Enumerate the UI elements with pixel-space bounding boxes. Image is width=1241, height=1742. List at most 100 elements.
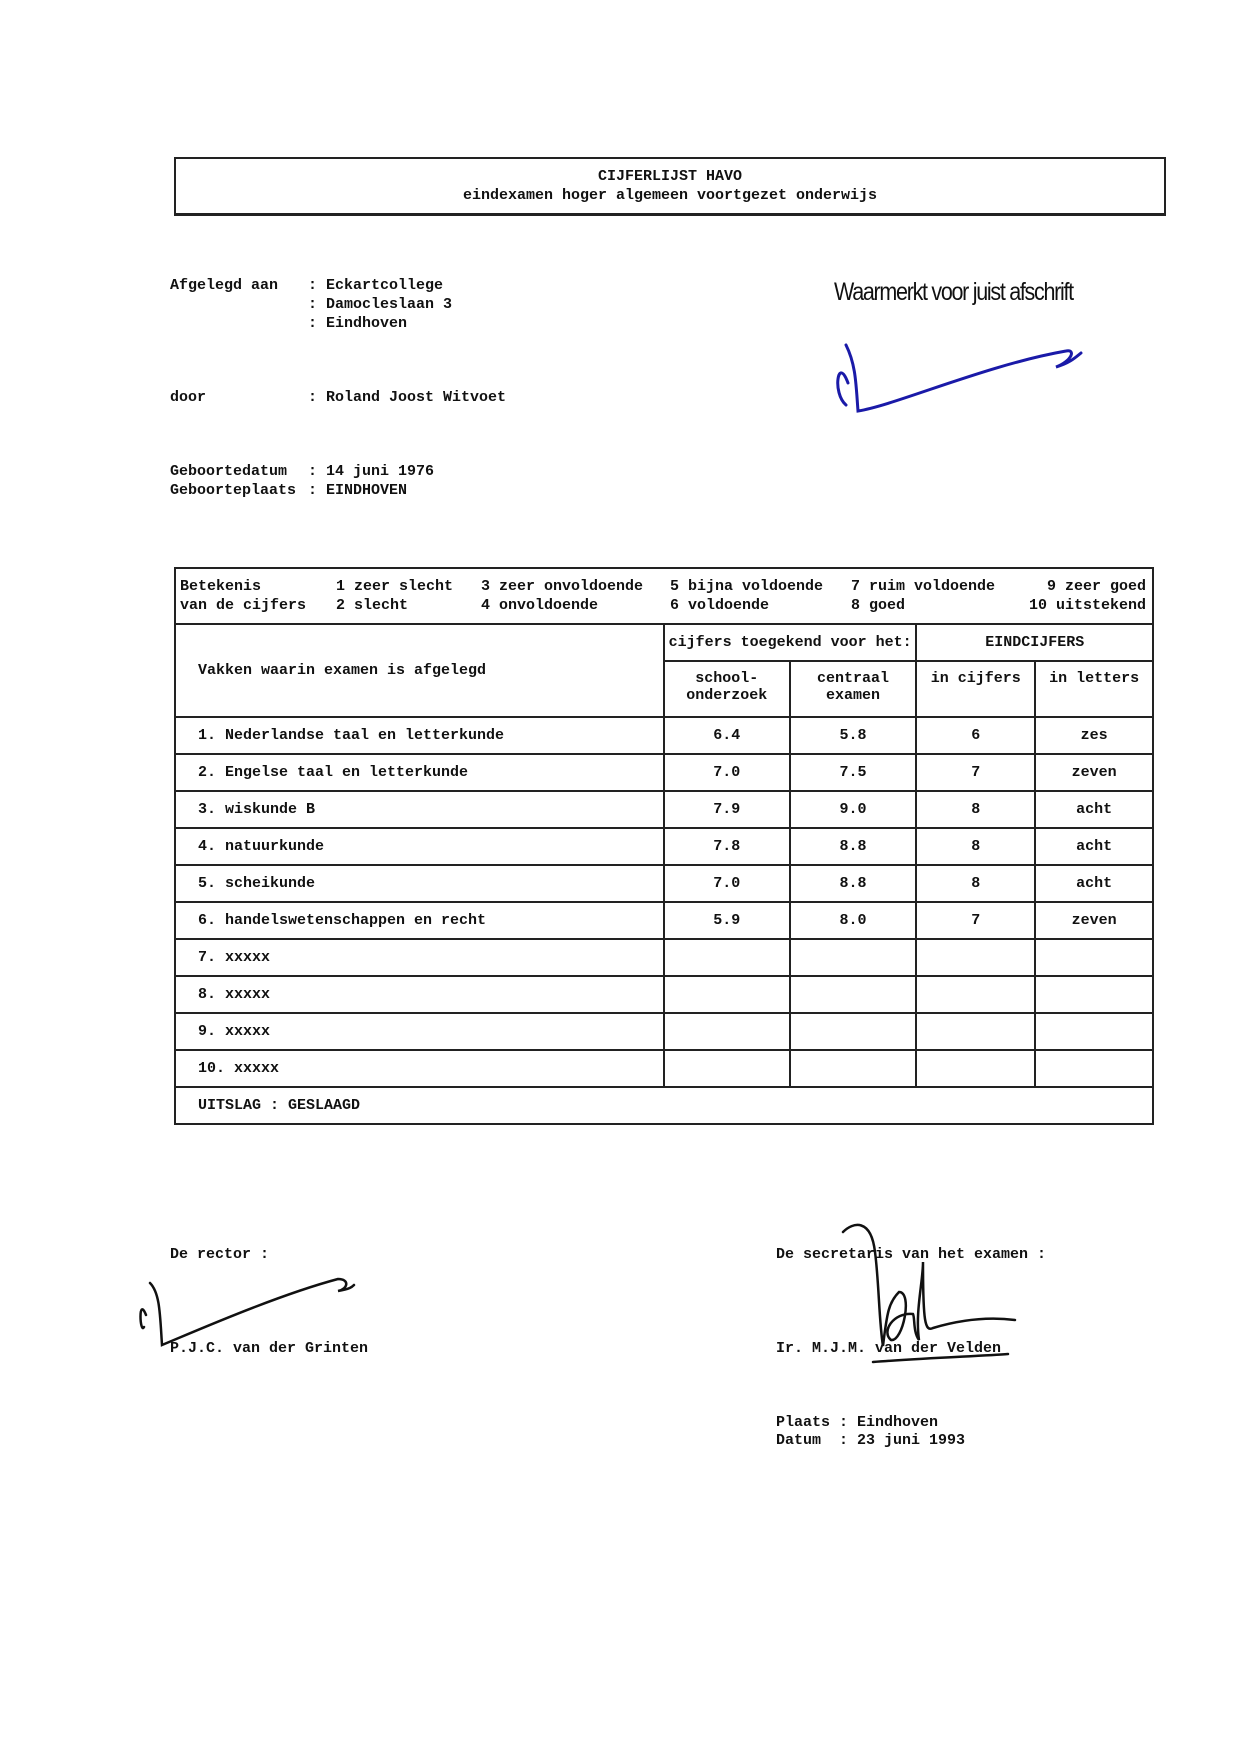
final-grade-cell: 8 [915,864,1037,903]
final-grade-cell: 7 [915,901,1037,940]
result: UITSLAG : GESLAAGD [174,1086,1154,1125]
school-label: Afgelegd aan [170,277,279,294]
document-title: CIJFERLIJST HAVO [597,168,743,185]
central-grade-cell: 9.0 [788,790,918,829]
final-grade-cell: 8 [915,827,1037,866]
subject-cell: 6. handelswetenschappen en recht [174,901,665,940]
birthplace-label: Geboorteplaats [170,482,297,499]
school-grade-cell [662,1049,791,1088]
school-grade-cell: 6.4 [662,716,791,755]
final-grade-cell: 6 [915,716,1037,755]
school-grade-cell: 7.9 [662,790,791,829]
table-row: 6. handelswetenschappen en recht 5.9 8.0 7 z… [174,901,1154,940]
subject-cell: 8. xxxxx [174,975,665,1014]
final-grade-cell [915,938,1037,977]
school-grade-cell: 7.0 [662,864,791,903]
central-grade-cell: 8.8 [788,827,918,866]
final-grade-cell [915,975,1037,1014]
final-letters-cell: acht [1034,790,1154,829]
final-grade-cell: 8 [915,790,1037,829]
school-grade-cell: 7.8 [662,827,791,866]
table-row: 3. wiskunde B 7.9 9.0 8 acht [174,790,1154,829]
final-letters-cell [1034,1012,1154,1051]
student-label: door [170,389,207,406]
document-subtitle: eindexamen hoger algemeen voortgezet ond… [462,187,878,204]
final-letters-cell: zes [1034,716,1154,755]
certification-stamp: Waarmerkt voor juist afschrift [834,278,1074,306]
subject-cell: 4. natuurkunde [174,827,665,866]
school-grade-cell [662,938,791,977]
final-letters-cell: zeven [1034,901,1154,940]
birthdate-value: : 14 juni 1976 [308,463,435,480]
central-grade-cell [788,1049,918,1088]
subject-cell: 1. Nederlandse taal en letterkunde [174,716,665,755]
place: Plaats : Eindhoven [776,1414,939,1431]
central-grade-cell: 5.8 [788,716,918,755]
title-box: CIJFERLIJST HAVO eindexamen hoger algeme… [174,157,1166,216]
legend-item: 2 slecht [336,597,409,614]
subjects-header: Vakken waarin examen is afgelegd [174,623,665,718]
school-grade-cell: 7.0 [662,753,791,792]
legend-title: van de cijfers [180,597,307,614]
legend-item: 9 zeer goed [1046,578,1146,595]
legend-item: 1 zeer slecht [336,578,454,595]
grade-legend: Betekenis van de cijfers 1 zeer slecht 2… [174,567,1154,625]
secretary-signature [841,1223,1017,1364]
table-row: 5. scheikunde 7.0 8.8 8 acht [174,864,1154,903]
table-row: 10. xxxxx [174,1049,1154,1088]
final-grade-cell [915,1012,1037,1051]
final-digits-header: in cijfers [915,660,1037,718]
school-grade-cell [662,975,791,1014]
subject-cell: 9. xxxxx [174,1012,665,1051]
final-letters-header: in letters [1034,660,1154,718]
central-grade-cell [788,938,918,977]
final-letters-cell: acht [1034,827,1154,866]
central-grade-cell [788,975,918,1014]
legend-item: 6 voldoende [670,597,770,614]
school-address: : Damocleslaan 3 [308,296,453,313]
rector-label: De rector : [170,1246,270,1263]
final-letters-cell: acht [1034,864,1154,903]
table-row: 7. xxxxx [174,938,1154,977]
school-name: : Eckartcollege [308,277,444,294]
central-grade-cell: 8.8 [788,864,918,903]
legend-item: 5 bijna voldoende [670,578,824,595]
final-letters-cell [1034,938,1154,977]
certification-signature [836,343,1083,413]
legend-item: 10 uitstekend [1028,597,1146,614]
table-row: 4. natuurkunde 7.8 8.8 8 acht [174,827,1154,866]
central-grade-cell: 7.5 [788,753,918,792]
rector-name: P.J.C. van der Grinten [170,1340,369,1357]
grades-table: Betekenis van de cijfers 1 zeer slecht 2… [174,567,1154,1125]
legend-item: 3 zeer onvoldoende [481,578,644,595]
final-letters-cell [1034,1049,1154,1088]
table-row: 8. xxxxx [174,975,1154,1014]
subject-cell: 3. wiskunde B [174,790,665,829]
secretary-label: De secretaris van het examen : [776,1246,1047,1263]
school-grade-cell: 5.9 [662,901,791,940]
central-exam-header: centraal examen [788,660,918,718]
central-grade-cell [788,1012,918,1051]
school-grade-cell [662,1012,791,1051]
subject-cell: 5. scheikunde [174,864,665,903]
final-letters-cell: zeven [1034,753,1154,792]
birthdate-label: Geboortedatum [170,463,288,480]
final-letters-cell [1034,975,1154,1014]
legend-item: 4 onvoldoende [481,597,599,614]
final-grade-cell: 7 [915,753,1037,792]
legend-title: Betekenis [180,578,262,595]
subject-cell: 7. xxxxx [174,938,665,977]
central-grade-cell: 8.0 [788,901,918,940]
subject-cell: 10. xxxxx [174,1049,665,1088]
school-city: : Eindhoven [308,315,408,332]
table-row: 2. Engelse taal en letterkunde 7.0 7.5 7 zev… [174,753,1154,792]
final-grade-cell [915,1049,1037,1088]
school-exam-header: school-onderzoek [662,660,791,718]
student-name: : Roland Joost Witvoet [308,389,507,406]
birthplace-value: : EINDHOVEN [308,482,408,499]
table-row: 9. xxxxx [174,1012,1154,1051]
legend-item: 8 goed [851,597,906,614]
subject-cell: 2. Engelse taal en letterkunde [174,753,665,792]
awarded-header: cijfers toegekend voor het: [662,623,918,662]
date: Datum : 23 juni 1993 [776,1432,966,1449]
